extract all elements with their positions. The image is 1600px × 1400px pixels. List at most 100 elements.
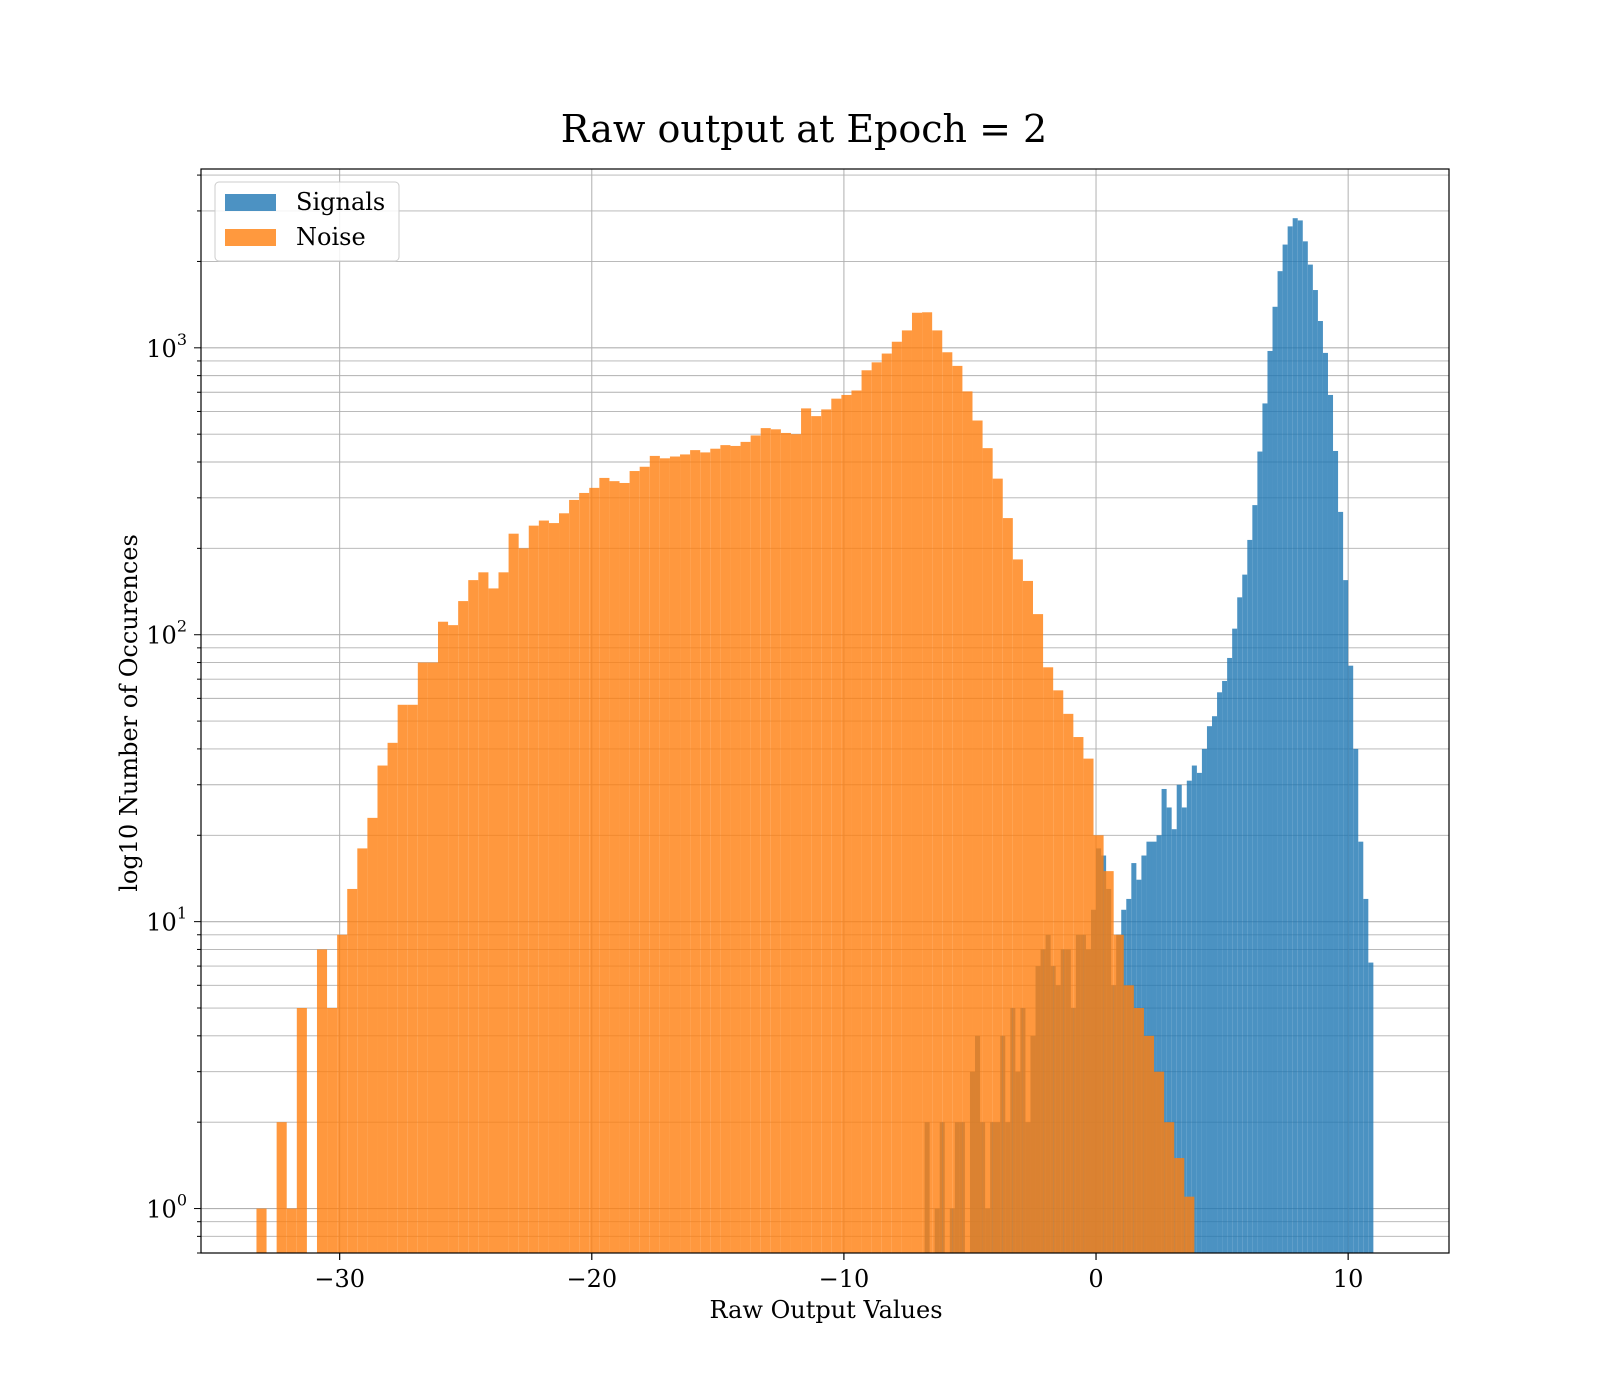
- histogram-bar: [801, 408, 812, 1253]
- histogram-bar: [841, 394, 852, 1253]
- histogram-bar: [720, 445, 731, 1253]
- legend: Signals Noise: [214, 181, 400, 262]
- histogram-bar: [1307, 264, 1313, 1254]
- histogram-bar: [1333, 450, 1339, 1253]
- histogram-bar: [599, 477, 610, 1254]
- histogram-bar: [639, 466, 650, 1253]
- histogram-bar: [1196, 772, 1202, 1253]
- histogram-bar: [367, 817, 378, 1253]
- histogram-bar: [1227, 657, 1233, 1253]
- histogram-bar: [972, 420, 983, 1254]
- histogram-bar: [932, 330, 943, 1254]
- histogram-bar: [609, 481, 620, 1253]
- histogram-bar: [256, 1208, 267, 1253]
- x-tick-label: 0: [1088, 1265, 1103, 1293]
- histogram-bar: [1073, 737, 1084, 1253]
- histogram-bar: [1217, 692, 1223, 1253]
- histogram-bar: [1212, 716, 1218, 1253]
- histogram-bar: [498, 572, 509, 1253]
- histogram-bar: [1043, 667, 1054, 1253]
- histogram-bar: [901, 330, 912, 1254]
- histogram-bar: [821, 409, 832, 1254]
- histogram-bar: [861, 370, 872, 1253]
- histogram-bar: [1327, 394, 1334, 1253]
- legend-label: Signals: [296, 188, 385, 216]
- histogram-bar: [589, 487, 600, 1253]
- histogram-bar: [1262, 403, 1268, 1254]
- histogram-bar: [387, 742, 398, 1253]
- y-tick-label: 103: [146, 330, 187, 363]
- histogram-bar: [1317, 321, 1323, 1253]
- histogram-bar: [1184, 1196, 1195, 1253]
- histogram-bar: [488, 588, 499, 1253]
- histogram-bar: [1143, 1035, 1155, 1253]
- histogram-bar: [1292, 218, 1298, 1254]
- histogram-bar: [992, 478, 1003, 1253]
- histogram-bar: [1083, 758, 1094, 1253]
- histogram-bar: [831, 398, 842, 1253]
- histogram-bar: [478, 572, 489, 1253]
- histogram-bar: [1302, 241, 1308, 1254]
- histogram-bar: [1186, 780, 1192, 1253]
- histogram-bar: [337, 934, 348, 1253]
- histogram-bar: [659, 458, 670, 1253]
- histogram-bar: [1237, 597, 1243, 1253]
- histogram-bar: [1338, 511, 1344, 1253]
- histogram-bar: [730, 445, 741, 1254]
- histogram-bar: [911, 312, 923, 1253]
- histogram-bar: [569, 499, 580, 1253]
- histogram-bar: [1166, 807, 1172, 1253]
- histogram-bar: [1093, 835, 1104, 1253]
- histogram-bar: [427, 662, 438, 1253]
- histogram-bar: [518, 548, 529, 1253]
- histogram-bar: [619, 482, 630, 1253]
- histogram-bar: [1181, 807, 1187, 1253]
- histogram-bar: [468, 580, 479, 1253]
- histogram-bar: [1277, 271, 1283, 1253]
- histogram-bar: [1282, 244, 1288, 1254]
- x-tick-label: 10: [1333, 1265, 1364, 1293]
- histogram-bar: [1343, 580, 1349, 1253]
- histogram-bar: [700, 452, 711, 1253]
- histogram-bar: [458, 601, 469, 1253]
- histogram-bar: [357, 848, 368, 1253]
- histogram-bar: [811, 416, 822, 1253]
- tick-labels: −30 −20 −10 0 10 100 101 102 103: [146, 174, 1364, 1293]
- histogram-bar: [579, 492, 590, 1253]
- y-tick-label: 100: [146, 1191, 187, 1224]
- histogram-bar: [1012, 559, 1023, 1253]
- histogram-bar: [952, 365, 963, 1253]
- histogram-bar: [1353, 748, 1359, 1253]
- histogram-bar: [1171, 829, 1177, 1253]
- histogram-bar: [1164, 1122, 1175, 1253]
- histogram-bar: [559, 513, 570, 1253]
- legend-swatch: [225, 194, 276, 211]
- y-axis-label: log10 Number of Occurences: [115, 534, 143, 892]
- histogram-bar: [1174, 1158, 1185, 1253]
- histogram-bar: [942, 352, 953, 1253]
- x-tick-label: −20: [566, 1265, 617, 1293]
- histogram-bar: [1297, 220, 1303, 1254]
- histogram-bar: [1154, 1071, 1165, 1253]
- histogram-bar: [548, 523, 560, 1253]
- histogram-bar: [962, 391, 973, 1253]
- histogram-bar: [1156, 835, 1162, 1253]
- histogram-bar: [680, 454, 691, 1253]
- histogram-bar: [1201, 748, 1207, 1253]
- histogram-bar: [1022, 580, 1033, 1253]
- histogram-bar: [710, 448, 721, 1253]
- histogram-bar: [1363, 898, 1369, 1253]
- histogram-bar: [437, 621, 449, 1253]
- histogram-bar: [1123, 985, 1134, 1253]
- histogram-bar: [881, 353, 892, 1253]
- histogram-bar: [538, 520, 549, 1253]
- histogram-bar: [327, 1008, 338, 1253]
- y-tick-label: 102: [146, 617, 187, 650]
- histogram-bar: [740, 441, 751, 1253]
- histogram-bar: [417, 662, 428, 1253]
- y-tick-label: 101: [146, 904, 187, 937]
- plot-frame: [200, 168, 1450, 1254]
- histogram-bar: [1113, 934, 1124, 1253]
- histogram-bar: [871, 362, 882, 1253]
